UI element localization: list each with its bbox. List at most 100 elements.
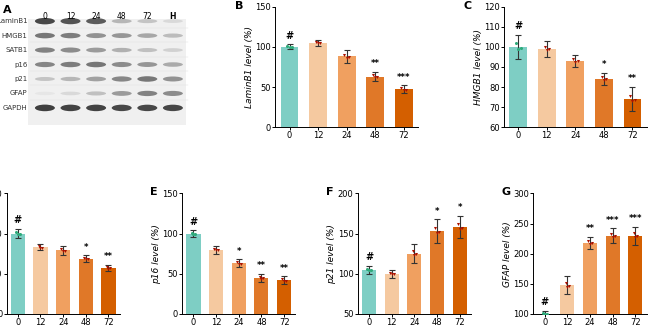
Ellipse shape <box>163 91 183 96</box>
Bar <box>309 43 327 127</box>
Text: F: F <box>326 187 333 197</box>
Ellipse shape <box>137 33 157 38</box>
Text: 12: 12 <box>66 11 75 20</box>
Bar <box>510 47 527 127</box>
Text: *: * <box>602 60 606 69</box>
Ellipse shape <box>86 48 106 52</box>
Y-axis label: HMGB1 level (%): HMGB1 level (%) <box>474 29 483 105</box>
Text: ***: *** <box>397 73 411 82</box>
Ellipse shape <box>112 105 132 111</box>
Ellipse shape <box>60 18 81 24</box>
Ellipse shape <box>35 77 55 81</box>
Bar <box>187 233 200 314</box>
Ellipse shape <box>60 105 81 111</box>
Text: ***: *** <box>606 216 619 225</box>
Text: **: ** <box>257 261 266 270</box>
Ellipse shape <box>60 47 81 53</box>
Bar <box>583 243 597 314</box>
Text: *: * <box>458 203 462 212</box>
Ellipse shape <box>163 19 183 23</box>
Text: A: A <box>3 5 12 15</box>
Text: C: C <box>464 1 472 11</box>
Ellipse shape <box>137 105 157 111</box>
Ellipse shape <box>60 33 81 38</box>
Bar <box>277 280 291 314</box>
Ellipse shape <box>60 62 81 67</box>
Bar <box>385 274 399 314</box>
Ellipse shape <box>112 91 132 96</box>
Ellipse shape <box>35 92 55 95</box>
Y-axis label: GFAP level (%): GFAP level (%) <box>503 221 512 287</box>
Text: 72: 72 <box>142 11 152 20</box>
Ellipse shape <box>137 19 157 23</box>
Bar <box>209 250 223 314</box>
Ellipse shape <box>86 18 106 24</box>
Ellipse shape <box>86 62 106 67</box>
Ellipse shape <box>163 62 183 67</box>
Text: 24: 24 <box>91 11 101 20</box>
Ellipse shape <box>60 92 81 95</box>
Ellipse shape <box>163 76 183 81</box>
Ellipse shape <box>137 62 157 67</box>
Ellipse shape <box>86 105 106 111</box>
Bar <box>595 79 613 127</box>
Ellipse shape <box>86 33 106 38</box>
Bar <box>430 231 444 314</box>
Text: **: ** <box>280 264 289 273</box>
Text: *: * <box>237 247 241 256</box>
Text: **: ** <box>370 59 380 68</box>
Bar <box>79 259 93 314</box>
Bar <box>56 250 70 314</box>
Bar <box>606 235 620 314</box>
Text: #: # <box>14 215 22 225</box>
Bar <box>232 263 246 314</box>
Ellipse shape <box>112 19 132 23</box>
Ellipse shape <box>86 76 106 81</box>
Text: HMGB1: HMGB1 <box>2 33 27 39</box>
Bar <box>629 235 642 314</box>
Bar <box>538 49 556 127</box>
Bar <box>281 47 298 127</box>
Bar <box>453 227 467 314</box>
Ellipse shape <box>35 18 55 24</box>
Ellipse shape <box>35 105 55 111</box>
Ellipse shape <box>112 76 132 81</box>
Ellipse shape <box>163 105 183 111</box>
Bar <box>395 90 413 127</box>
Text: #: # <box>514 21 523 31</box>
Ellipse shape <box>60 77 81 81</box>
Text: GFAP: GFAP <box>10 91 27 97</box>
Ellipse shape <box>163 33 183 38</box>
FancyBboxPatch shape <box>29 19 186 125</box>
Ellipse shape <box>137 76 157 82</box>
Bar <box>101 268 116 314</box>
Ellipse shape <box>112 48 132 52</box>
Text: #: # <box>541 297 549 307</box>
Ellipse shape <box>86 92 106 96</box>
Text: #: # <box>285 31 294 41</box>
Bar <box>408 254 421 314</box>
Text: B: B <box>235 1 244 11</box>
Ellipse shape <box>35 33 55 38</box>
Text: 0: 0 <box>42 11 47 20</box>
Text: G: G <box>502 187 511 197</box>
Bar <box>567 61 584 127</box>
Bar <box>362 270 376 314</box>
Y-axis label: p21 level (%): p21 level (%) <box>328 224 337 284</box>
Text: *: * <box>84 243 88 252</box>
Text: E: E <box>150 187 158 197</box>
Bar <box>367 76 384 127</box>
Text: GAPDH: GAPDH <box>3 105 27 111</box>
Text: ***: *** <box>629 214 642 223</box>
Bar <box>338 56 356 127</box>
Text: p16: p16 <box>14 61 27 67</box>
Text: H: H <box>170 11 176 20</box>
Y-axis label: p16 level (%): p16 level (%) <box>152 224 161 284</box>
Ellipse shape <box>137 48 157 52</box>
Text: #: # <box>365 252 373 262</box>
Text: #: # <box>189 217 198 227</box>
Ellipse shape <box>35 62 55 67</box>
Ellipse shape <box>35 47 55 53</box>
Text: *: * <box>435 206 439 215</box>
Ellipse shape <box>112 62 132 67</box>
